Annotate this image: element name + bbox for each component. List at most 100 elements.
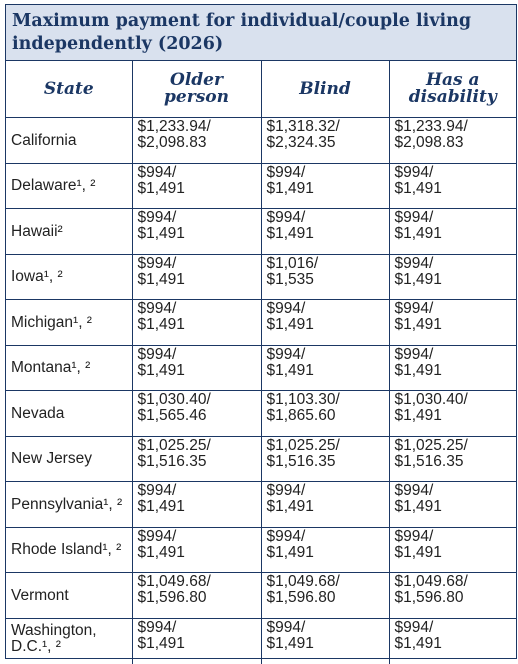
older-cell: $1,049.68/ $1,596.80: [132, 572, 262, 619]
disability-value: $994/ $1,491: [394, 482, 442, 515]
state-name: California: [11, 131, 77, 149]
older-cell: $994/ $1,491: [132, 618, 262, 664]
state-cell: California: [6, 117, 133, 164]
older-value: $994/ $1,491: [137, 527, 185, 561]
older-value: $994/ $1,491: [137, 300, 185, 333]
table-row: Rhode Island¹, ² $994/ $1,491 $994/ $1,4…: [6, 527, 516, 573]
state-cell: Delaware¹, ²: [6, 163, 133, 209]
older-value: $1,049.68/ $1,596.80: [137, 573, 211, 606]
disability-cell: $994/ $1,491: [389, 481, 516, 528]
state-cell: Pennsylvania¹, ²: [6, 481, 133, 528]
state-name: Michigan¹, ²: [11, 313, 92, 331]
table-row: Nevada $1,030.40/ $1,565.46 $1,103.30/ $…: [6, 390, 516, 437]
older-value: $1,030.40/ $1,565.46: [137, 391, 211, 424]
blind-value: $1,318.32/ $2,324.35: [266, 118, 340, 151]
state-cell: Montana¹, ²: [6, 345, 133, 391]
blind-cell: $994/ $1,491: [261, 527, 390, 573]
older-cell: $994/ $1,491: [132, 254, 262, 300]
blind-value: $994/ $1,491: [266, 527, 314, 561]
older-cell: $1,025.25/ $1,516.35: [132, 436, 262, 482]
state-cell: Washington, D.C.¹, ²: [6, 618, 133, 664]
state-name: Rhode Island¹, ²: [11, 541, 122, 559]
older-cell: $994/ $1,491: [132, 299, 262, 346]
state-cell: Iowa¹, ²: [6, 254, 133, 300]
state-name: Montana¹, ²: [11, 359, 91, 377]
header-row: State Older person Blind Has a disabilit…: [6, 61, 516, 118]
blind-value: $1,103.30/ $1,865.60: [266, 391, 340, 424]
disability-cell: $994/ $1,491: [389, 345, 516, 391]
disability-cell: $994/ $1,491: [389, 618, 516, 664]
older-cell: $994/ $1,491: [132, 345, 262, 391]
table-row: New Jersey $1,025.25/ $1,516.35 $1,025.2…: [6, 436, 516, 482]
older-cell: $1,233.94/ $2,098.83: [132, 117, 262, 164]
disability-value: $994/ $1,491: [394, 209, 442, 242]
state-cell: Hawaii²: [6, 208, 133, 255]
older-value: $994/ $1,491: [137, 254, 185, 288]
blind-value: $994/ $1,491: [266, 163, 314, 197]
state-name: Washington, D.C.¹, ²: [11, 621, 97, 655]
state-name: Iowa¹, ²: [11, 268, 63, 286]
disability-value: $1,030.40/ $1,491: [394, 391, 468, 424]
state-name: New Jersey: [11, 450, 92, 468]
blind-cell: $994/ $1,491: [261, 481, 390, 528]
older-cell: $1,030.40/ $1,565.46: [132, 390, 262, 437]
blind-cell: $994/ $1,491: [261, 163, 390, 209]
table-row: Washington, D.C.¹, ² $994/ $1,491 $994/ …: [6, 618, 516, 664]
disability-value: $994/ $1,491: [394, 618, 442, 652]
older-cell: $994/ $1,491: [132, 163, 262, 209]
blind-value: $994/ $1,491: [266, 618, 314, 652]
table-title: Maximum payment for individual/couple li…: [6, 5, 516, 61]
disability-cell: $1,233.94/ $2,098.83: [389, 117, 516, 164]
older-value: $994/ $1,491: [137, 163, 185, 197]
older-cell: $994/ $1,491: [132, 481, 262, 528]
blind-cell: $1,016/ $1,535: [261, 254, 390, 300]
disability-value: $994/ $1,491: [394, 527, 442, 561]
disability-cell: $994/ $1,491: [389, 299, 516, 346]
blind-cell: $1,025.25/ $1,516.35: [261, 436, 390, 482]
blind-value: $994/ $1,491: [266, 345, 314, 379]
blind-cell: $1,049.68/ $1,596.80: [261, 572, 390, 619]
disability-cell: $994/ $1,491: [389, 527, 516, 573]
state-name: Pennsylvania¹, ²: [11, 495, 123, 513]
disability-cell: $994/ $1,491: [389, 163, 516, 209]
state-cell: Rhode Island¹, ²: [6, 527, 133, 573]
table-row: Vermont $1,049.68/ $1,596.80 $1,049.68/ …: [6, 572, 516, 619]
older-value: $1,025.25/ $1,516.35: [137, 436, 211, 470]
table-row: California $1,233.94/ $2,098.83 $1,318.3…: [6, 117, 516, 164]
older-value: $994/ $1,491: [137, 618, 185, 652]
state-name: Hawaii²: [11, 222, 63, 240]
blind-cell: $1,318.32/ $2,324.35: [261, 117, 390, 164]
blind-cell: $994/ $1,491: [261, 208, 390, 255]
disability-value: $994/ $1,491: [394, 254, 442, 288]
blind-value: $994/ $1,491: [266, 209, 314, 242]
payment-table-card: Maximum payment for individual/couple li…: [5, 4, 517, 664]
blind-value: $1,049.68/ $1,596.80: [266, 573, 340, 606]
table-row: Delaware¹, ² $994/ $1,491 $994/ $1,491 $…: [6, 163, 516, 209]
header-has-disability: Has a disability: [389, 61, 516, 118]
table-row: Iowa¹, ² $994/ $1,491 $1,016/ $1,535 $99…: [6, 254, 516, 300]
payment-table: State Older person Blind Has a disabilit…: [6, 61, 516, 664]
disability-cell: $1,025.25/ $1,516.35: [389, 436, 516, 482]
disability-value: $1,025.25/ $1,516.35: [394, 436, 468, 470]
table-row: Hawaii² $994/ $1,491 $994/ $1,491 $994/ …: [6, 208, 516, 255]
blind-cell: $994/ $1,491: [261, 345, 390, 391]
blind-cell: $994/ $1,491: [261, 299, 390, 346]
state-cell: New Jersey: [6, 436, 133, 482]
blind-value: $1,025.25/ $1,516.35: [266, 436, 340, 470]
older-cell: $994/ $1,491: [132, 527, 262, 573]
disability-cell: $1,030.40/ $1,491: [389, 390, 516, 437]
older-cell: $994/ $1,491: [132, 208, 262, 255]
header-older-person: Older person: [132, 61, 262, 118]
older-value: $994/ $1,491: [137, 482, 185, 515]
header-blind: Blind: [261, 61, 390, 118]
state-name: Nevada: [11, 404, 65, 422]
disability-value: $994/ $1,491: [394, 345, 442, 379]
blind-value: $994/ $1,491: [266, 300, 314, 333]
disability-value: $1,233.94/ $2,098.83: [394, 118, 468, 151]
header-state: State: [6, 61, 133, 118]
disability-cell: $994/ $1,491: [389, 254, 516, 300]
blind-cell: $994/ $1,491: [261, 618, 390, 664]
table-row: Montana¹, ² $994/ $1,491 $994/ $1,491 $9…: [6, 345, 516, 391]
blind-value: $994/ $1,491: [266, 482, 314, 515]
table-row: Pennsylvania¹, ² $994/ $1,491 $994/ $1,4…: [6, 481, 516, 528]
